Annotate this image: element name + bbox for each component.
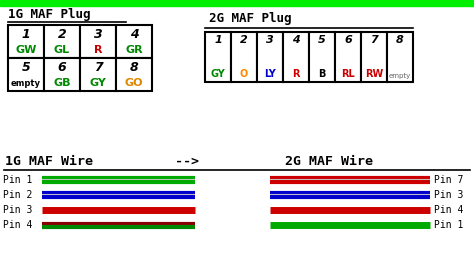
Bar (80, 25, 116, 58)
Bar (8, 25, 44, 58)
Text: Pin 1: Pin 1 (434, 220, 464, 230)
Bar (283, 32, 309, 82)
Text: 1: 1 (22, 28, 30, 41)
Text: 2G MAF Plug: 2G MAF Plug (209, 12, 291, 25)
Bar (205, 32, 231, 82)
Text: GR: GR (125, 45, 143, 55)
Bar (8, 58, 44, 91)
Text: GO: GO (125, 78, 143, 88)
Bar (116, 58, 152, 91)
Bar (361, 32, 387, 82)
Bar (44, 58, 80, 91)
Bar (335, 32, 361, 82)
Text: 1G MAF Plug: 1G MAF Plug (8, 8, 91, 21)
Text: 4: 4 (292, 35, 300, 45)
Bar (116, 25, 152, 58)
Text: Pin 4: Pin 4 (3, 220, 32, 230)
Bar (257, 32, 283, 82)
Text: 4: 4 (129, 28, 138, 41)
Text: 5: 5 (318, 35, 326, 45)
Text: -->: --> (175, 155, 199, 168)
Text: Pin 3: Pin 3 (434, 190, 464, 200)
Text: B: B (319, 69, 326, 79)
Text: Pin 3: Pin 3 (3, 205, 32, 215)
Text: O: O (240, 69, 248, 79)
Text: GL: GL (54, 45, 70, 55)
Text: empty: empty (11, 79, 41, 88)
Text: GY: GY (90, 78, 107, 88)
Text: Pin 4: Pin 4 (434, 205, 464, 215)
Text: GY: GY (210, 69, 225, 79)
Text: 3: 3 (94, 28, 102, 41)
Text: Pin 1: Pin 1 (3, 175, 32, 185)
Text: RW: RW (365, 69, 383, 79)
Text: 7: 7 (370, 35, 378, 45)
Text: 1: 1 (214, 35, 222, 45)
Text: GB: GB (53, 78, 71, 88)
Text: empty: empty (389, 73, 411, 79)
Text: 5: 5 (22, 61, 30, 74)
Text: LY: LY (264, 69, 276, 79)
Bar (387, 32, 413, 82)
Text: Pin 2: Pin 2 (3, 190, 32, 200)
Text: 2: 2 (240, 35, 248, 45)
Text: 8: 8 (129, 61, 138, 74)
Text: RL: RL (341, 69, 355, 79)
Text: 2: 2 (58, 28, 66, 41)
Text: GW: GW (15, 45, 36, 55)
Text: 2G MAF Wire: 2G MAF Wire (285, 155, 373, 168)
Bar (309, 32, 335, 82)
Text: 6: 6 (58, 61, 66, 74)
Bar (44, 25, 80, 58)
Bar (231, 32, 257, 82)
Text: R: R (94, 45, 102, 55)
Text: 6: 6 (344, 35, 352, 45)
Text: Pin 7: Pin 7 (434, 175, 464, 185)
Text: R: R (292, 69, 300, 79)
Bar (0, 0, 474, 6)
Text: 1G MAF Wire: 1G MAF Wire (5, 155, 93, 168)
Text: 7: 7 (94, 61, 102, 74)
Bar (80, 58, 116, 91)
Text: 3: 3 (266, 35, 274, 45)
Text: 8: 8 (396, 35, 404, 45)
